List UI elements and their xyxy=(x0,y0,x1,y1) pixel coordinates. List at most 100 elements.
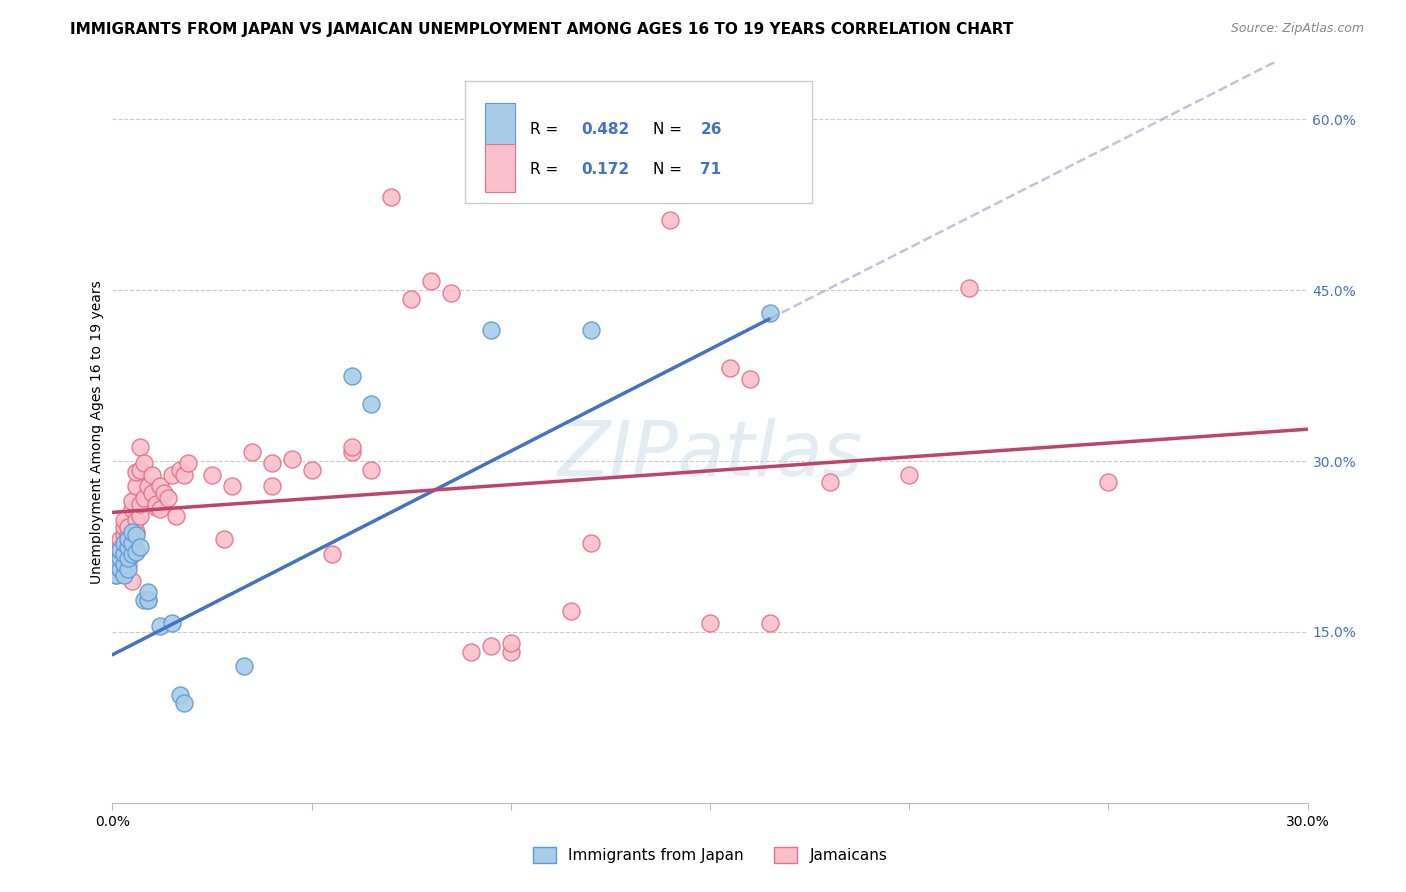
Point xyxy=(125,479,148,493)
Point xyxy=(110,543,132,558)
Point xyxy=(145,500,167,514)
Point xyxy=(499,636,522,650)
Point xyxy=(125,543,148,558)
Point xyxy=(499,645,522,659)
Point xyxy=(479,639,502,653)
FancyBboxPatch shape xyxy=(465,81,811,203)
Point xyxy=(110,562,132,576)
Legend: Immigrants from Japan, Jamaicans: Immigrants from Japan, Jamaicans xyxy=(527,841,893,869)
Point xyxy=(125,524,148,539)
Y-axis label: Unemployment Among Ages 16 to 19 years: Unemployment Among Ages 16 to 19 years xyxy=(90,281,104,584)
Point xyxy=(110,550,132,565)
Point xyxy=(173,696,195,710)
Point xyxy=(1097,475,1119,489)
Point xyxy=(117,540,139,554)
Point xyxy=(117,548,139,562)
Point xyxy=(138,585,160,599)
Point xyxy=(759,306,782,320)
Text: IMMIGRANTS FROM JAPAN VS JAMAICAN UNEMPLOYMENT AMONG AGES 16 TO 19 YEARS CORRELA: IMMIGRANTS FROM JAPAN VS JAMAICAN UNEMPL… xyxy=(70,22,1014,37)
Point xyxy=(129,441,152,455)
Point xyxy=(129,508,152,523)
Point xyxy=(129,540,152,554)
Point xyxy=(125,545,148,559)
Point xyxy=(420,274,443,288)
Text: 0.172: 0.172 xyxy=(581,162,628,178)
Point xyxy=(138,593,160,607)
Point xyxy=(738,372,761,386)
Point xyxy=(460,645,482,659)
Point xyxy=(499,155,522,169)
Point xyxy=(114,536,135,550)
Point xyxy=(281,451,304,466)
Point xyxy=(340,445,363,459)
Point xyxy=(957,281,980,295)
Point xyxy=(138,479,160,493)
Point xyxy=(121,536,143,550)
Text: ZIPatlas: ZIPatlas xyxy=(557,417,863,491)
Point xyxy=(141,467,163,482)
Point xyxy=(117,532,139,546)
FancyBboxPatch shape xyxy=(485,144,515,192)
Point xyxy=(121,494,143,508)
Point xyxy=(125,466,148,480)
Point xyxy=(105,557,128,571)
Point xyxy=(301,463,323,477)
Point xyxy=(212,532,235,546)
Point xyxy=(129,497,152,511)
Point xyxy=(105,568,128,582)
Point xyxy=(201,467,224,482)
Point xyxy=(105,568,128,582)
Point xyxy=(114,513,135,527)
Point xyxy=(129,463,152,477)
Point xyxy=(121,524,143,539)
Point xyxy=(134,491,156,505)
Point xyxy=(560,604,582,618)
Point xyxy=(153,486,176,500)
Point xyxy=(117,562,139,576)
Point xyxy=(110,532,132,546)
Point xyxy=(141,486,163,500)
Point xyxy=(177,456,200,470)
Point xyxy=(134,593,156,607)
Point xyxy=(360,397,382,411)
Text: N =: N = xyxy=(652,121,686,136)
Point xyxy=(149,619,172,633)
Point xyxy=(117,528,139,542)
Text: 71: 71 xyxy=(700,162,721,178)
Point xyxy=(340,368,363,383)
Point xyxy=(401,293,423,307)
Point xyxy=(321,548,343,562)
Point xyxy=(114,520,135,534)
Point xyxy=(105,557,128,571)
Point xyxy=(117,540,139,554)
Point xyxy=(165,508,187,523)
Point xyxy=(818,475,841,489)
Point xyxy=(114,568,135,582)
Point xyxy=(114,536,135,550)
Point xyxy=(117,520,139,534)
Text: R =: R = xyxy=(530,162,562,178)
Text: Source: ZipAtlas.com: Source: ZipAtlas.com xyxy=(1230,22,1364,36)
Point xyxy=(121,536,143,550)
Point xyxy=(260,456,283,470)
Point xyxy=(579,536,602,550)
Point xyxy=(125,528,148,542)
Point xyxy=(340,441,363,455)
Point xyxy=(114,557,135,571)
Point xyxy=(240,445,263,459)
Point xyxy=(440,285,463,300)
Point xyxy=(699,615,721,630)
Point xyxy=(114,562,135,576)
Point xyxy=(121,574,143,588)
Point xyxy=(110,548,132,562)
Point xyxy=(145,497,167,511)
Point xyxy=(149,502,172,516)
Text: R =: R = xyxy=(530,121,562,136)
Point xyxy=(479,323,502,337)
Point xyxy=(162,467,183,482)
Point xyxy=(125,513,148,527)
Point xyxy=(114,554,135,568)
Point xyxy=(659,212,682,227)
Text: 0.482: 0.482 xyxy=(581,121,630,136)
Point xyxy=(579,323,602,337)
